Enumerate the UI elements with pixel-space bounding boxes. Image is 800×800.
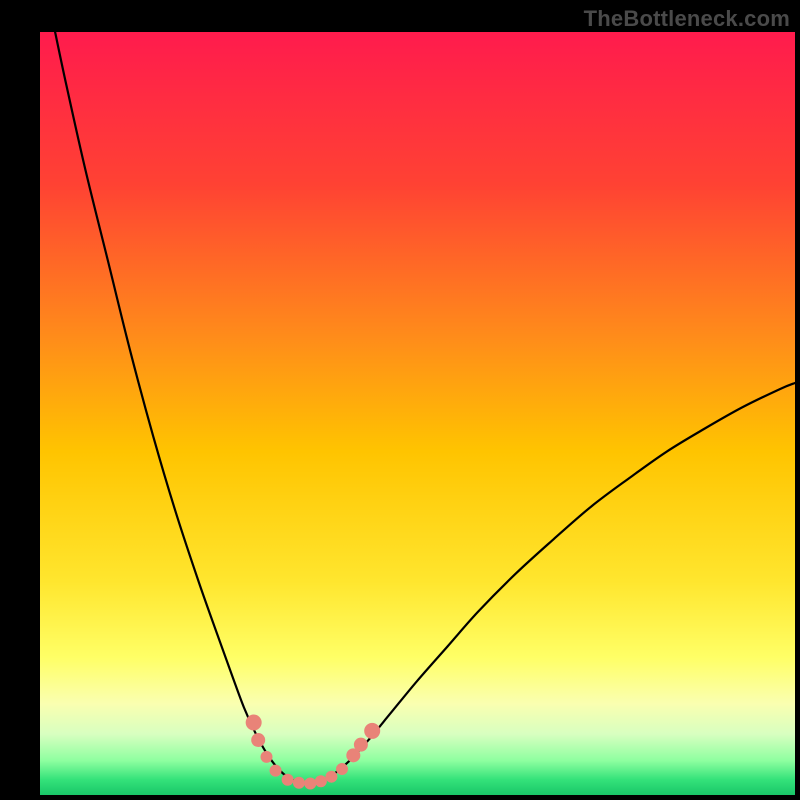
marker-dot <box>246 715 262 731</box>
marker-dot <box>282 774 294 786</box>
marker-dot <box>270 765 282 777</box>
chart-stage: TheBottleneck.com <box>0 0 800 800</box>
marker-dot <box>304 778 316 790</box>
plot-area <box>40 32 795 795</box>
marker-dot <box>364 723 380 739</box>
watermark-text: TheBottleneck.com <box>584 6 790 32</box>
marker-dot <box>261 751 273 763</box>
plot-svg <box>40 32 795 795</box>
marker-dot <box>315 775 327 787</box>
marker-dot <box>354 738 368 752</box>
marker-dot <box>251 733 265 747</box>
marker-dot <box>336 763 348 775</box>
marker-dot <box>293 777 305 789</box>
marker-dot <box>325 771 337 783</box>
